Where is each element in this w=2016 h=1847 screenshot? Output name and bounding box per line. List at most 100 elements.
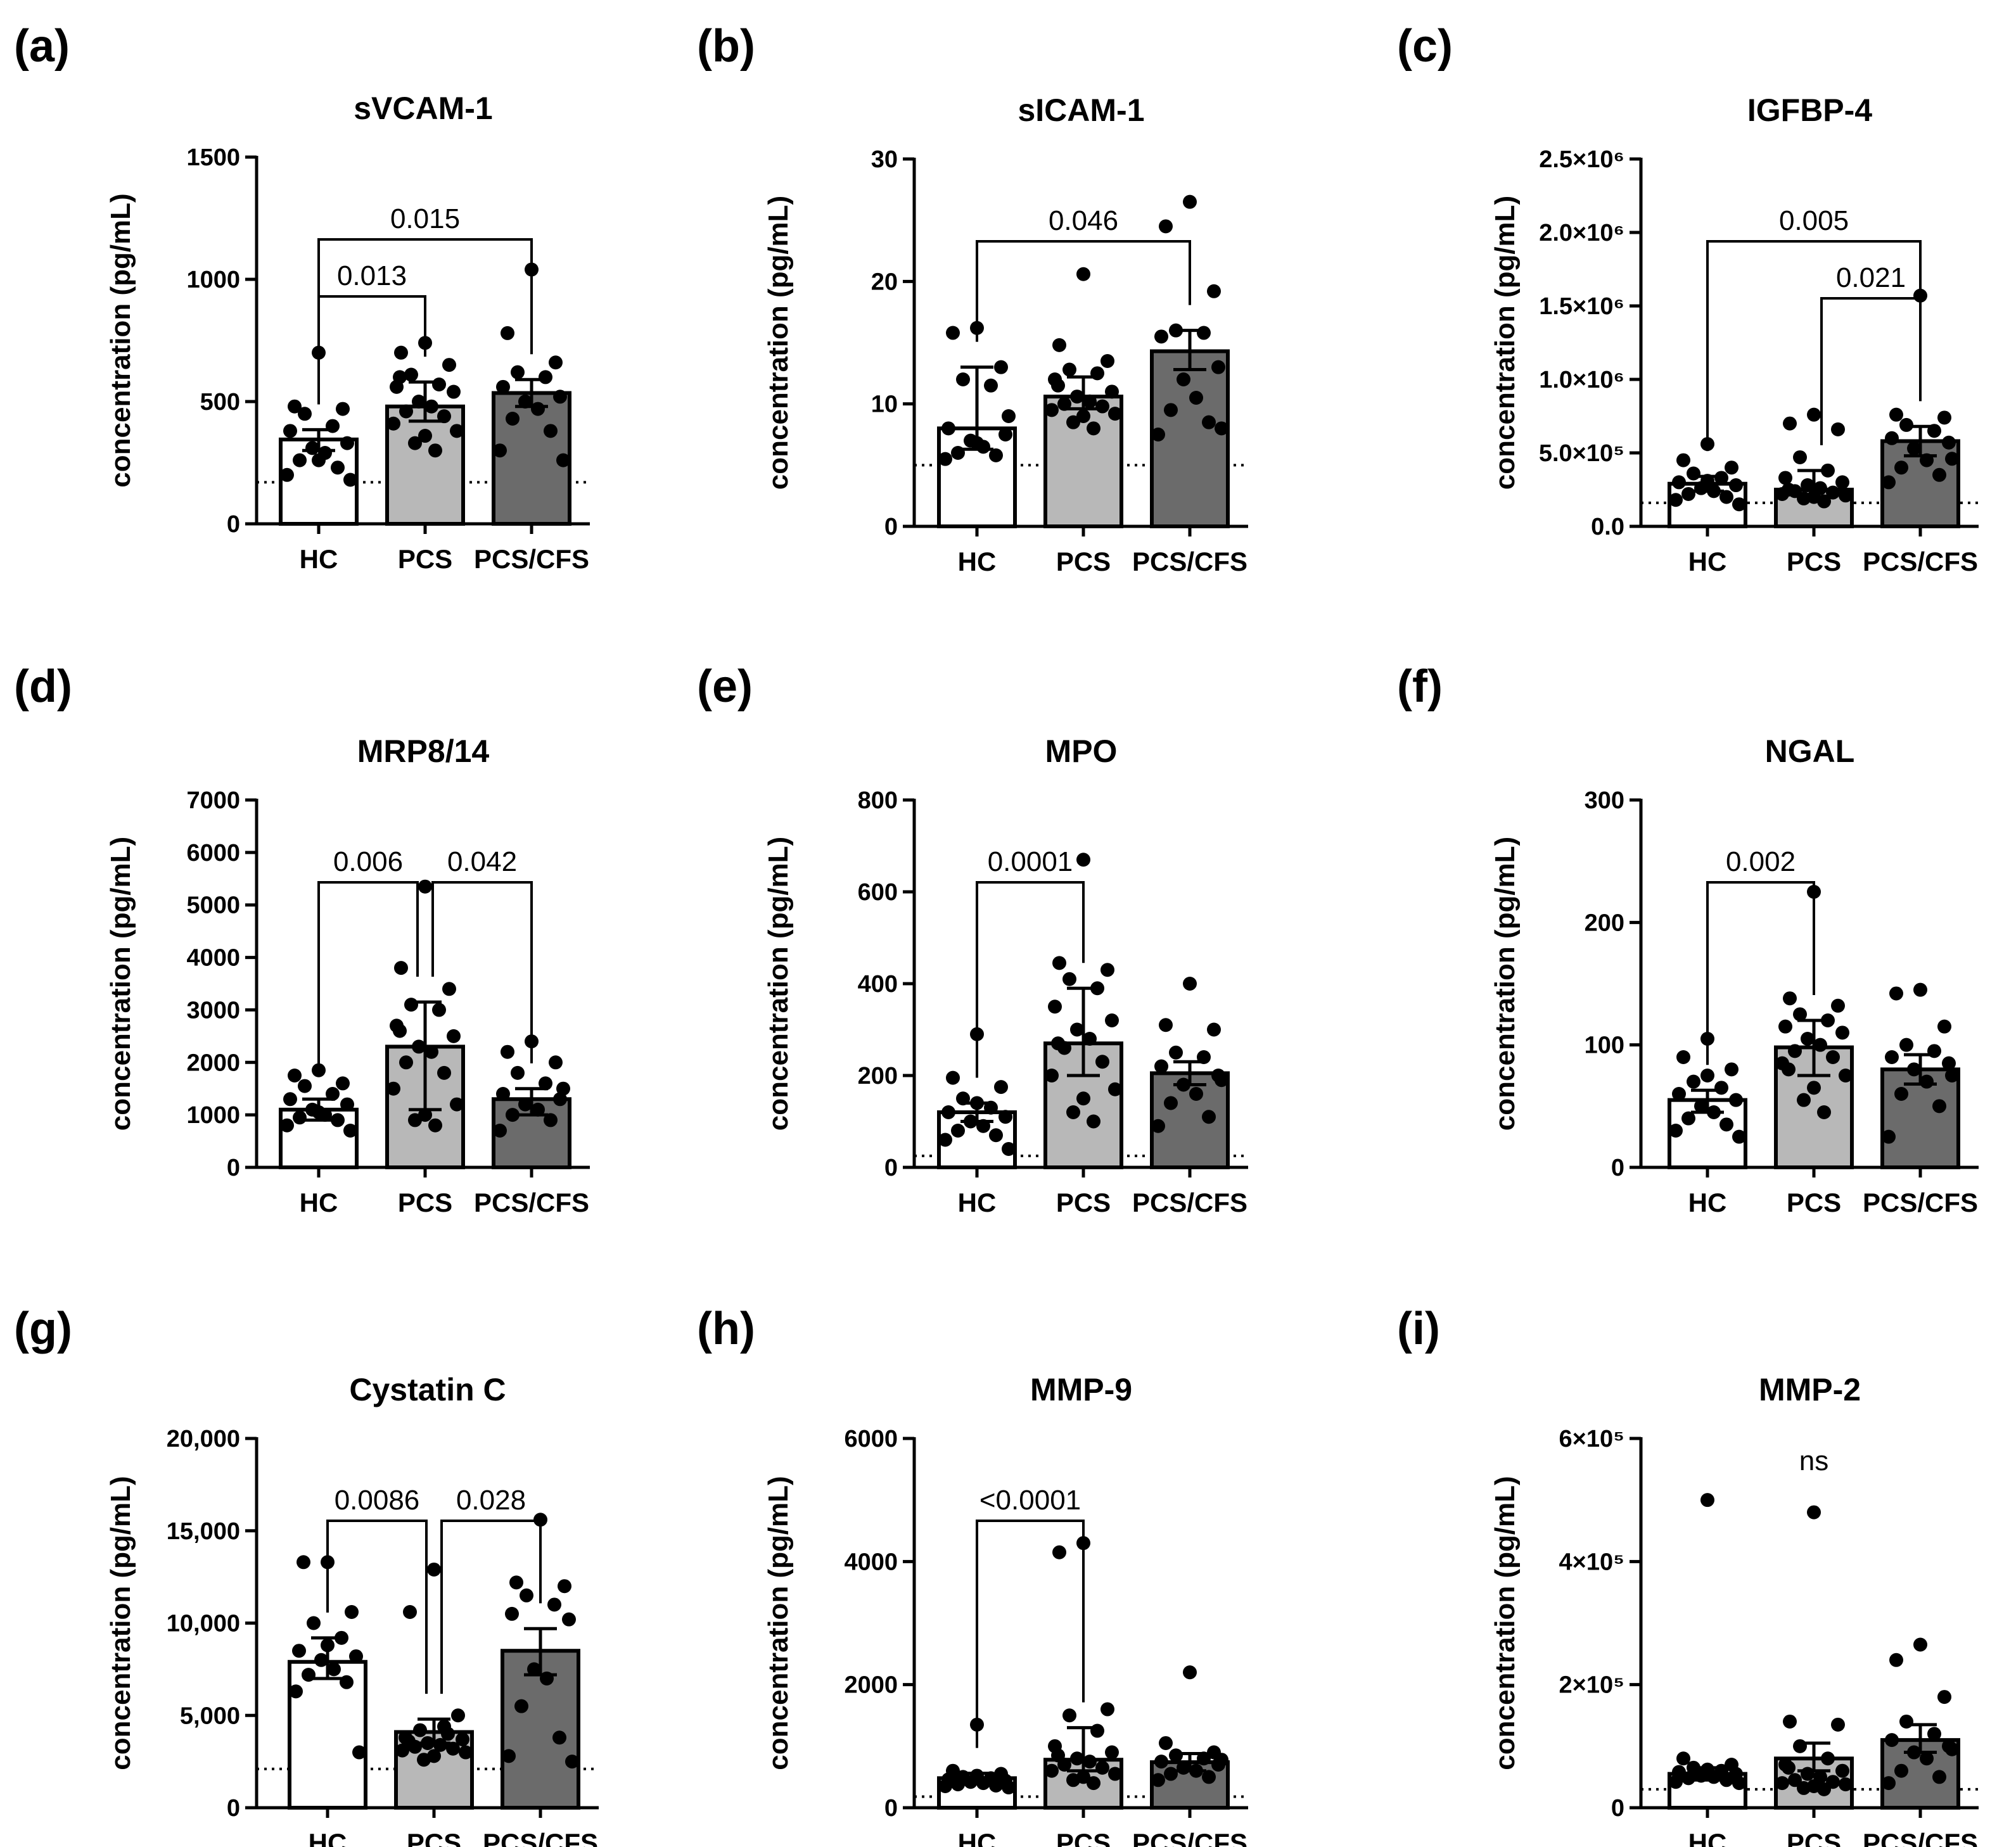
data-point bbox=[447, 1029, 461, 1043]
x-category-label: HC bbox=[1688, 547, 1727, 576]
data-point bbox=[442, 982, 456, 996]
y-tick-label: 4×10⁵ bbox=[1559, 1549, 1624, 1575]
data-point bbox=[1885, 1050, 1899, 1064]
data-point bbox=[946, 1070, 960, 1085]
p-value-label: 0.015 bbox=[390, 203, 460, 234]
x-category-label: PCS bbox=[398, 1188, 452, 1217]
data-point bbox=[450, 1097, 464, 1112]
data-point bbox=[1783, 991, 1797, 1006]
data-point bbox=[1215, 1073, 1228, 1088]
y-axis-label: concentration (pg/mL) bbox=[763, 1476, 794, 1770]
data-point bbox=[544, 1113, 558, 1127]
data-point bbox=[1899, 1038, 1913, 1052]
data-point bbox=[1207, 1022, 1221, 1037]
data-point bbox=[1687, 466, 1700, 481]
data-point bbox=[984, 378, 998, 393]
data-point bbox=[1062, 1708, 1076, 1723]
data-point bbox=[1835, 1763, 1849, 1778]
data-point bbox=[292, 1644, 306, 1658]
data-point bbox=[1108, 1767, 1122, 1781]
data-point bbox=[1083, 1755, 1097, 1769]
data-point bbox=[1714, 1081, 1728, 1095]
y-tick-label: 400 bbox=[858, 971, 898, 998]
data-point bbox=[1719, 1117, 1733, 1132]
data-point bbox=[1076, 1091, 1090, 1106]
data-point bbox=[1826, 1050, 1840, 1064]
data-point bbox=[289, 1684, 303, 1699]
data-point bbox=[459, 1745, 473, 1760]
data-point bbox=[1002, 409, 1016, 423]
x-category-label: HC bbox=[1688, 1188, 1727, 1217]
p-value-label: 0.021 bbox=[1836, 262, 1906, 293]
y-tick-label: 30 bbox=[871, 146, 898, 173]
data-point bbox=[1105, 1013, 1119, 1027]
data-point bbox=[1151, 1119, 1165, 1133]
data-point bbox=[451, 1708, 465, 1723]
significance-bracket bbox=[317, 881, 419, 1074]
y-tick-label: 100 bbox=[1585, 1032, 1624, 1059]
y-tick-label: 300 bbox=[1585, 787, 1624, 814]
data-point bbox=[941, 421, 955, 436]
data-point bbox=[1101, 963, 1114, 977]
data-point bbox=[424, 1044, 438, 1059]
panel-label: (c) bbox=[1397, 21, 1453, 72]
data-point bbox=[343, 473, 357, 487]
panel-title: sVCAM-1 bbox=[354, 91, 492, 126]
data-point bbox=[427, 1562, 441, 1577]
data-point bbox=[989, 1128, 1003, 1143]
data-point bbox=[1095, 399, 1109, 414]
data-point bbox=[1154, 1755, 1168, 1769]
data-point bbox=[549, 355, 563, 370]
p-value-label: 0.013 bbox=[337, 260, 407, 291]
data-point bbox=[1889, 986, 1903, 1001]
data-point bbox=[1681, 486, 1695, 501]
data-point bbox=[1932, 467, 1946, 482]
data-point bbox=[493, 443, 507, 458]
p-value-label: 0.0086 bbox=[335, 1485, 420, 1516]
y-tick-label: 2000 bbox=[186, 1050, 240, 1076]
data-point bbox=[1202, 1770, 1216, 1784]
data-point bbox=[412, 1039, 426, 1054]
data-point bbox=[1177, 372, 1190, 386]
y-tick-label: 600 bbox=[858, 879, 898, 906]
data-point bbox=[511, 1065, 525, 1080]
y-axis-label: concentration (pg/mL) bbox=[105, 1476, 136, 1770]
data-point bbox=[1189, 391, 1203, 405]
data-point bbox=[556, 1081, 570, 1096]
data-point bbox=[1778, 471, 1792, 485]
data-point bbox=[1066, 415, 1080, 429]
significance-bracket bbox=[976, 1520, 1085, 1748]
data-point bbox=[951, 1124, 965, 1138]
data-point bbox=[938, 1133, 952, 1147]
y-tick-label: 1000 bbox=[186, 267, 240, 293]
data-point bbox=[433, 1737, 447, 1752]
panel-label: (b) bbox=[697, 21, 755, 72]
data-point bbox=[1159, 1736, 1173, 1750]
data-point bbox=[549, 1055, 563, 1070]
data-point bbox=[417, 1753, 431, 1767]
y-axis-label: concentration (pg/mL) bbox=[105, 193, 136, 487]
data-point bbox=[1045, 1763, 1059, 1778]
data-point bbox=[1942, 435, 1956, 450]
data-point bbox=[1937, 1690, 1951, 1704]
panel-title: MPO bbox=[1045, 733, 1118, 769]
data-point bbox=[1719, 490, 1733, 504]
y-tick-label: 200 bbox=[858, 1063, 898, 1089]
data-point bbox=[1894, 1087, 1908, 1101]
panel-label: (e) bbox=[697, 661, 753, 712]
data-point bbox=[514, 1699, 528, 1713]
data-point bbox=[1725, 1062, 1738, 1077]
data-point bbox=[518, 1097, 532, 1112]
data-point bbox=[307, 1616, 321, 1630]
x-category-label: HC bbox=[958, 1188, 997, 1217]
data-point bbox=[1729, 478, 1743, 493]
data-point bbox=[1782, 1760, 1796, 1775]
y-tick-label: 1.0×10⁶ bbox=[1539, 367, 1624, 393]
data-point bbox=[1700, 1493, 1714, 1507]
data-point bbox=[1169, 1045, 1183, 1060]
data-point bbox=[1793, 450, 1807, 464]
data-point bbox=[331, 1113, 345, 1127]
data-point bbox=[1154, 329, 1168, 344]
data-point bbox=[331, 460, 345, 475]
x-category-label: PCS bbox=[1787, 547, 1841, 576]
